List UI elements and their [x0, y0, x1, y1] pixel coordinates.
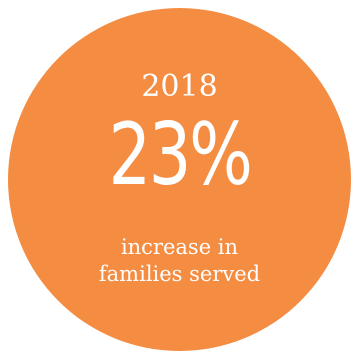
stat-percentage: 23% — [108, 105, 252, 205]
stat-caption-line-2: families served — [98, 262, 261, 286]
stat-caption-line-1: increase in — [120, 235, 239, 259]
stat-year: 2018 — [141, 69, 218, 104]
stat-circle: 2018 23% increase in families served — [8, 8, 351, 351]
stat-caption: increase in families served — [8, 234, 351, 288]
